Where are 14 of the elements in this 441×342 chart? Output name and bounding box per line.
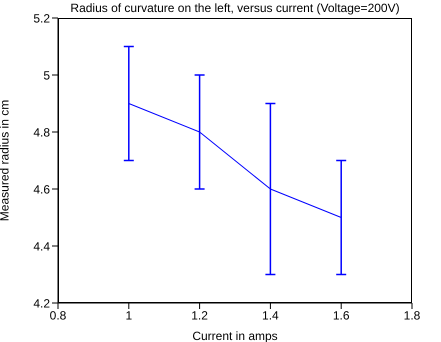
y-tick-label: 4.4 (33, 239, 50, 254)
y-axis-title: Measured radius in cm (0, 100, 12, 222)
x-tick-label: 1.6 (332, 308, 350, 323)
y-tick-label: 5 (43, 68, 50, 82)
x-tick-label: 1.8 (404, 308, 421, 323)
y-tick-label: 4.6 (33, 182, 50, 196)
y-tick-label: 4.2 (33, 296, 50, 310)
y-tick-label: 4.8 (33, 125, 50, 140)
x-tick-label: 1.2 (191, 308, 208, 323)
x-tick-label: 1 (125, 308, 132, 323)
x-tick-label: 1.4 (262, 308, 280, 323)
chart-title: Radius of curvature on the left, versus current (Voltage=200V) (69, 0, 401, 17)
y-tick-label: 5.2 (33, 11, 50, 26)
x-tick-label: 0.8 (50, 308, 67, 323)
